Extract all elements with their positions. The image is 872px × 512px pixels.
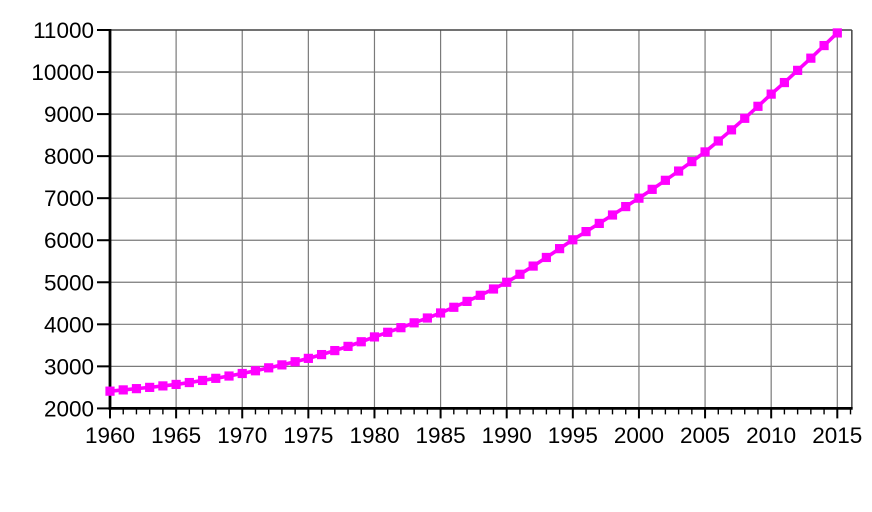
y-tick-label: 5000 [44, 270, 94, 295]
series-marker [832, 28, 842, 38]
y-tick-label: 2000 [44, 396, 94, 421]
series-marker [581, 227, 591, 237]
series-marker [740, 113, 750, 123]
series-marker [462, 296, 472, 306]
series-marker [594, 218, 604, 229]
x-tick-label: 1995 [548, 423, 598, 448]
x-tick-label: 1990 [482, 423, 532, 448]
series-marker [184, 377, 194, 388]
series-marker [422, 313, 432, 323]
series-marker [158, 381, 168, 391]
series-marker [568, 235, 578, 245]
series-marker [753, 101, 763, 111]
series-marker [237, 368, 247, 379]
series-marker [488, 284, 499, 294]
gridlines [110, 30, 852, 409]
series-marker [396, 323, 406, 333]
series-marker [528, 261, 538, 271]
series-marker [806, 53, 816, 63]
series-marker [621, 201, 631, 212]
series-marker [145, 382, 155, 392]
series-marker [726, 125, 737, 135]
series-marker [118, 385, 128, 395]
y-tick-label: 9000 [44, 102, 94, 127]
series-marker [515, 269, 525, 279]
series-marker [224, 371, 234, 381]
x-tick-label: 1965 [151, 423, 201, 448]
y-tick-label: 11000 [33, 18, 94, 43]
series-marker [435, 308, 446, 318]
x-tick-label: 2005 [680, 423, 730, 448]
series-marker [171, 379, 181, 390]
series-marker [541, 252, 551, 263]
y-tick-label: 4000 [44, 312, 94, 337]
series-marker [105, 386, 115, 396]
series-marker [819, 40, 829, 51]
series-marker [779, 77, 790, 88]
series-marker [330, 345, 340, 356]
axes [108, 29, 853, 410]
x-tick-label: 1985 [416, 423, 466, 448]
series-marker [264, 363, 274, 373]
series-marker [369, 332, 380, 342]
x-tick-label: 1970 [217, 423, 267, 448]
series-marker [343, 341, 353, 351]
x-tick-label: 2015 [812, 423, 862, 448]
series-marker [555, 244, 565, 254]
series-marker [660, 175, 670, 185]
series-marker [356, 337, 366, 347]
series-marker [634, 193, 644, 203]
series-marker [687, 156, 697, 167]
series-marker [607, 210, 618, 220]
plot-frame [109, 29, 853, 409]
series-marker [197, 375, 208, 386]
y-tick-label: 6000 [44, 228, 94, 253]
series-marker [211, 373, 221, 383]
series-marker [316, 349, 327, 360]
series-marker [475, 290, 485, 300]
series-marker [647, 184, 657, 194]
series-marker [502, 277, 512, 287]
x-tick-label: 2010 [746, 423, 796, 448]
series-marker [449, 302, 459, 312]
series-marker [277, 360, 287, 370]
x-tick-label: 1960 [85, 423, 135, 448]
series-marker [766, 89, 776, 99]
y-tick-label: 3000 [44, 354, 94, 379]
series-marker [700, 147, 710, 157]
series-marker [713, 136, 723, 146]
series-marker [250, 366, 261, 376]
x-tick-label: 2000 [614, 423, 664, 448]
data-series-markers [105, 28, 842, 396]
x-tick-label: 1975 [283, 423, 333, 448]
y-tick-label: 7000 [44, 186, 94, 211]
series-marker [131, 384, 142, 394]
x-tick-labels: 1960 1965 1970 1975 1980 1985 1990 1995 2000 2005… [85, 423, 862, 448]
y-tick-label: 10000 [31, 60, 94, 85]
y-tick-label: 8000 [44, 144, 94, 169]
x-tick-label: 1980 [349, 423, 399, 448]
series-marker [383, 327, 393, 337]
series-marker [290, 357, 300, 367]
y-tick-labels: 2000 3000 4000 5000 6000 7000 8000 9000 10000 110… [31, 18, 94, 421]
series-marker [674, 166, 684, 176]
series-marker [303, 353, 313, 363]
series-marker [409, 318, 419, 328]
series-marker [793, 65, 803, 75]
